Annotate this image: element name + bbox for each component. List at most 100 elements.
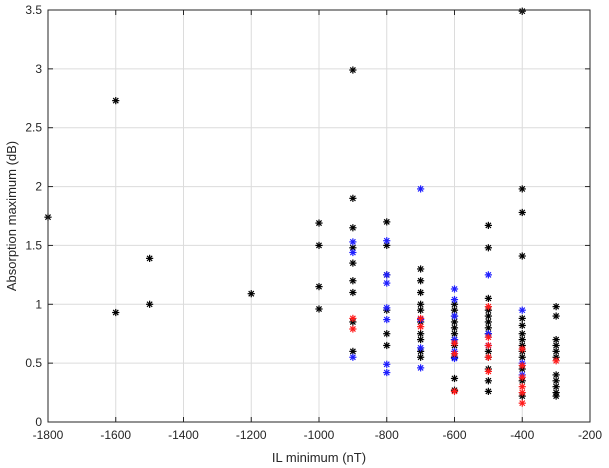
data-point-black [349, 347, 357, 355]
data-point-black [417, 265, 425, 273]
x-tick-label: -1600 [100, 428, 131, 442]
data-point-blue [383, 360, 391, 368]
data-point-black [315, 305, 323, 313]
data-point-black [450, 374, 459, 383]
y-tick-label: 0 [35, 415, 42, 429]
data-points [44, 7, 560, 407]
data-point-red [349, 314, 357, 323]
data-point-blue [450, 285, 459, 293]
data-point-black [552, 303, 560, 311]
data-point-blue [450, 312, 459, 320]
data-point-black [315, 241, 323, 250]
data-point-red [518, 383, 526, 391]
series-blue [349, 185, 526, 379]
data-point-black [383, 330, 391, 338]
y-tick-label: 2 [35, 180, 42, 194]
data-point-black [552, 371, 560, 379]
data-point-red [484, 333, 492, 341]
data-point-black [552, 341, 560, 350]
y-tick-label: 1 [35, 297, 42, 311]
data-point-black [349, 288, 357, 297]
data-point-black [552, 347, 560, 355]
data-point-blue [383, 271, 391, 279]
data-point-red [450, 350, 459, 358]
x-tick-label: -1800 [33, 428, 64, 442]
data-point-black [349, 259, 357, 267]
data-point-black [247, 290, 255, 298]
x-tick-label: -1400 [168, 428, 199, 442]
data-point-blue [383, 304, 391, 312]
x-tick-label: -600 [442, 428, 466, 442]
x-tick-label: -1000 [304, 428, 335, 442]
data-point-red [484, 341, 492, 350]
data-point-black [552, 383, 560, 391]
data-point-red [518, 399, 526, 407]
data-point-red [552, 357, 560, 365]
x-tick-label: -200 [578, 428, 602, 442]
data-point-black [417, 300, 425, 308]
data-point-black [518, 185, 526, 193]
data-point-blue [417, 344, 425, 352]
data-point-red [518, 345, 526, 353]
x-axis-label: IL minimum (nT) [272, 450, 366, 465]
data-point-blue [518, 306, 526, 314]
data-point-blue [417, 364, 425, 372]
data-point-black [484, 244, 492, 252]
data-point-black [518, 314, 526, 323]
data-point-black [518, 353, 526, 361]
series-black [44, 7, 560, 400]
data-point-black [417, 288, 425, 297]
x-tick-label: -1200 [236, 428, 267, 442]
data-point-black [450, 318, 459, 326]
data-point-black [484, 221, 492, 230]
data-point-black [518, 252, 526, 260]
data-point-black [552, 336, 560, 344]
data-point-blue [383, 237, 391, 245]
data-point-red [417, 314, 425, 323]
data-point-blue [349, 353, 357, 361]
y-tick-label: 3.5 [25, 3, 42, 17]
data-point-red [518, 388, 526, 397]
data-point-black [484, 294, 492, 302]
series-red [349, 303, 560, 407]
data-point-black [552, 392, 560, 400]
data-point-black [417, 277, 425, 285]
y-tick-label: 0.5 [25, 356, 42, 370]
data-point-black [349, 66, 357, 74]
data-point-black [383, 218, 391, 226]
data-point-black [518, 321, 526, 330]
y-axis-label: Absorption maximum (dB) [4, 141, 19, 291]
data-point-black [450, 306, 459, 314]
data-point-black [112, 97, 120, 105]
data-point-blue [484, 271, 492, 279]
data-point-black [146, 300, 154, 308]
data-point-black [417, 306, 425, 314]
data-point-black [146, 254, 154, 262]
data-point-black [349, 224, 357, 232]
data-point-black [518, 336, 526, 344]
data-point-red [349, 325, 357, 333]
data-point-black [417, 353, 425, 361]
data-point-black [450, 330, 459, 338]
y-tick-label: 2.5 [25, 121, 42, 135]
data-point-red [518, 373, 526, 381]
data-point-black [315, 219, 323, 227]
data-point-black [349, 277, 357, 285]
data-point-black [484, 387, 492, 395]
data-point-black [112, 308, 120, 317]
data-point-red [450, 387, 459, 395]
data-point-blue [349, 248, 357, 257]
data-point-blue [450, 354, 459, 363]
data-point-black [484, 377, 492, 385]
x-tick-label: -400 [510, 428, 534, 442]
data-point-blue [383, 315, 391, 324]
data-point-black [349, 244, 357, 252]
y-tick-label: 1.5 [25, 238, 42, 252]
data-point-red [484, 353, 492, 361]
axes [47, 9, 591, 423]
data-point-blue [450, 295, 459, 304]
data-point-black [383, 341, 391, 350]
y-tick-label: 3 [35, 62, 42, 76]
data-point-black [349, 194, 357, 202]
